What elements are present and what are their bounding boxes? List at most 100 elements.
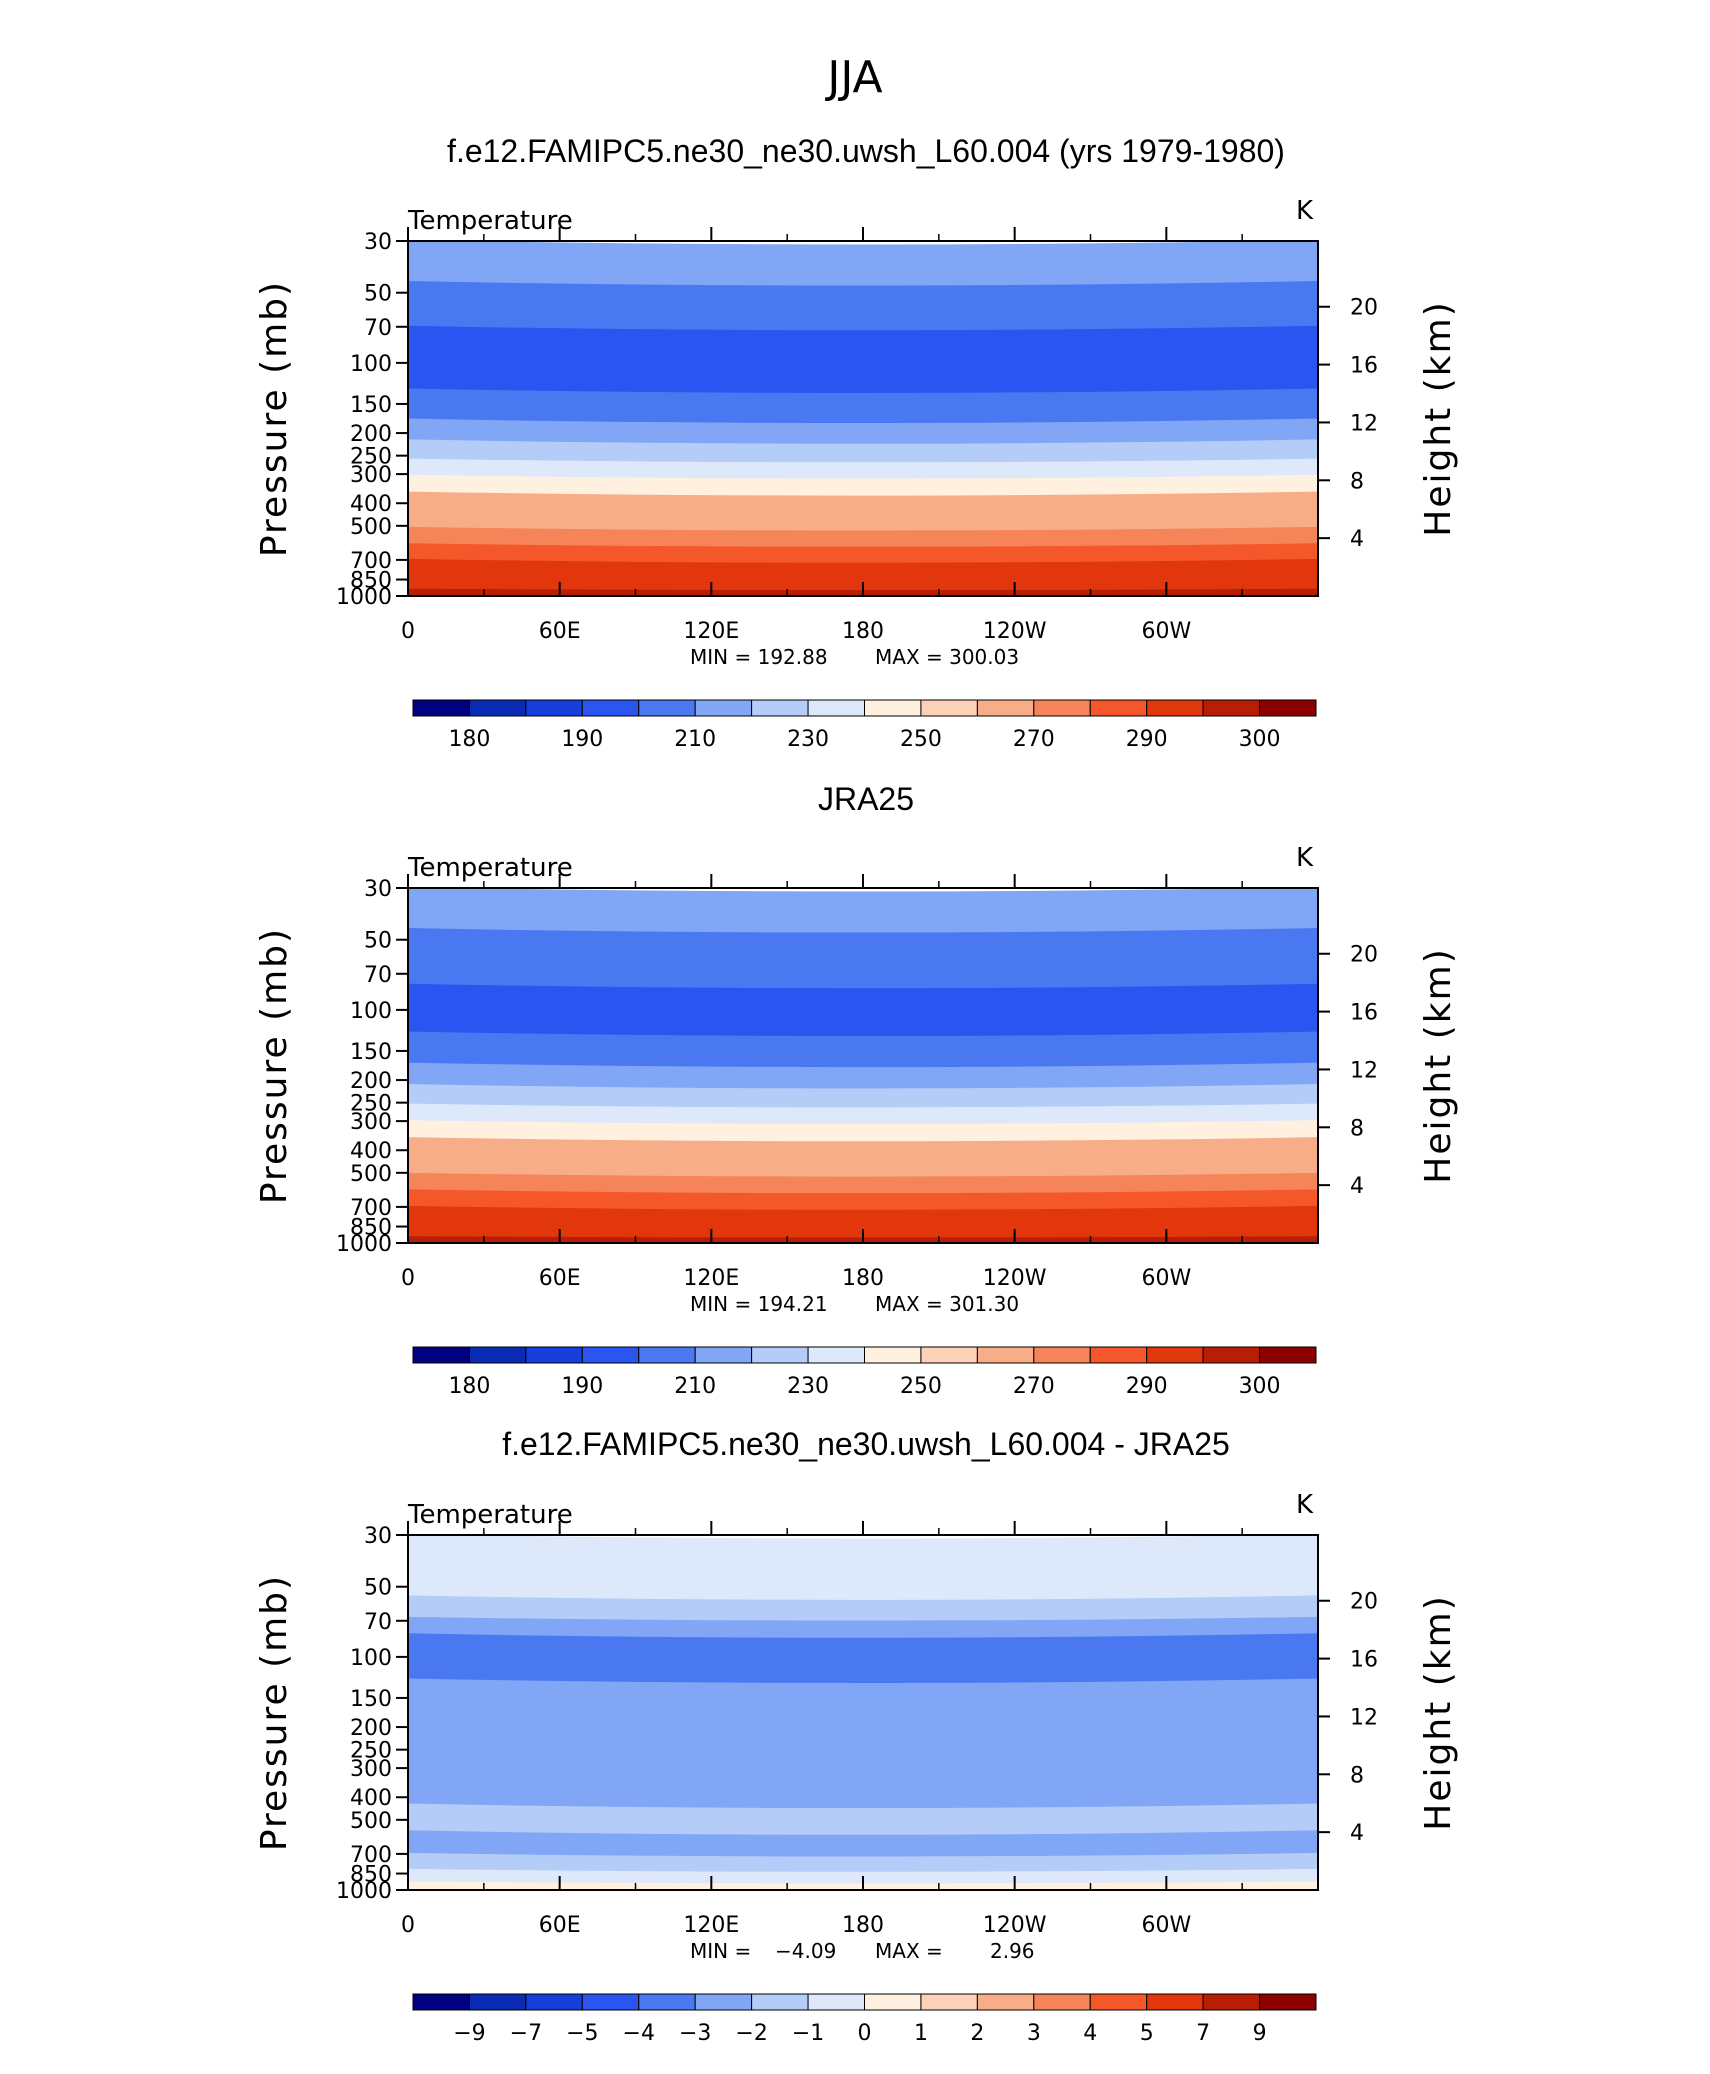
y2-tick-label: 16	[1350, 1001, 1378, 1026]
colorbar-label: −1	[792, 2021, 824, 2046]
y2-tick-label: 20	[1350, 296, 1378, 321]
colorbar-swatch	[1259, 1993, 1317, 2011]
colorbar-swatch	[1259, 1346, 1317, 1364]
contour-field	[408, 241, 1318, 596]
x-tick-label: 120E	[683, 1913, 739, 1938]
colorbar-swatch	[1033, 699, 1091, 717]
y-tick-label: 500	[350, 1809, 392, 1834]
colorbar-swatch	[1146, 1346, 1204, 1364]
y-tick-label: 400	[350, 1786, 392, 1811]
y2-axis-title: Height (km)	[1418, 300, 1459, 536]
colorbar-swatch	[751, 1346, 809, 1364]
colorbar-label: 180	[448, 1374, 490, 1399]
y-tick-label: 1000	[336, 1232, 392, 1257]
x-tick-label: 60E	[539, 1266, 581, 1291]
panel-2: JRA25 Temperature K 0 60E 120E 180 120W 60W 30 50 7…	[254, 781, 1459, 1399]
colorbar-swatch	[807, 699, 865, 717]
x-tick-label: 120E	[683, 619, 739, 644]
colorbar-label: −2	[735, 2021, 767, 2046]
contour-band	[408, 1776, 1318, 1811]
y2-tick-label: 20	[1350, 943, 1378, 968]
colorbar-label: 300	[1239, 727, 1281, 752]
contour-band	[408, 1726, 1318, 1760]
colorbar: −9 −7 −5 −4 −3 −2 −1 0 1 2 3 4 5 7 9	[412, 1993, 1317, 2046]
y-tick-label: 850	[350, 569, 392, 594]
colorbar-swatch	[468, 699, 527, 717]
y2-tick-label: 12	[1350, 1058, 1378, 1083]
colorbar-swatch	[1202, 1993, 1261, 2011]
colorbar-swatch	[1202, 1346, 1261, 1364]
contour-band	[408, 1189, 1318, 1212]
colorbar-label: 180	[448, 727, 490, 752]
contour-band	[408, 1031, 1318, 1070]
max-label: MAX = 300.03	[875, 645, 1019, 669]
colorbar-swatch	[1259, 699, 1317, 717]
contour-band	[408, 558, 1318, 583]
contour-band	[408, 888, 1318, 935]
colorbar-swatch	[807, 1346, 865, 1364]
contour-band	[408, 1830, 1318, 1860]
colorbar-label: 270	[1013, 727, 1055, 752]
units-label: K	[1296, 843, 1314, 873]
x-tick-label: 0	[401, 1913, 415, 1938]
contour-band	[408, 1752, 1318, 1784]
colorbar-swatch	[976, 699, 1035, 717]
figure-title: JJA	[824, 52, 882, 103]
colorbar-label: 3	[1027, 2021, 1041, 2046]
colorbar-swatch	[581, 1993, 640, 2011]
colorbar-label: −4	[623, 2021, 655, 2046]
min-label: MIN = 192.88	[690, 645, 828, 669]
contour-band	[408, 1084, 1318, 1111]
colorbar-swatch	[638, 699, 696, 717]
contour-field	[408, 1535, 1318, 1890]
colorbar-label: 210	[674, 727, 716, 752]
y-tick-label: 400	[350, 492, 392, 517]
colorbar-label: 7	[1196, 2021, 1210, 2046]
contour-band	[408, 1062, 1318, 1091]
y2-axis-title: Height (km)	[1418, 947, 1459, 1183]
colorbar: 180 190 210 230 250 270 290 300	[412, 1346, 1317, 1399]
colorbar-label: 230	[787, 1374, 829, 1399]
panels: f.e12.FAMIPC5.ne30_ne30.uwsh_L60.004 (yr…	[254, 133, 1459, 2046]
y2-axis-title: Height (km)	[1418, 1594, 1459, 1830]
colorbar-swatch	[581, 1346, 640, 1364]
colorbar-swatch	[1033, 1346, 1091, 1364]
y-tick-label: 700	[350, 1843, 392, 1868]
y-tick-label: 300	[350, 1110, 392, 1135]
y-tick-label: 1000	[336, 1879, 392, 1904]
colorbar-label: 230	[787, 727, 829, 752]
colorbar-label: 5	[1140, 2021, 1154, 2046]
colorbar-swatch	[1089, 699, 1148, 717]
y-tick-label: 150	[350, 1040, 392, 1065]
contour-band	[408, 1678, 1318, 1733]
min-label: MIN = 194.21	[690, 1292, 828, 1316]
x-tick-label: 0	[401, 1266, 415, 1291]
x-tick-label: 60E	[539, 1913, 581, 1938]
contour-band	[408, 491, 1318, 516]
x-tick-label: 120W	[983, 619, 1047, 644]
colorbar-swatch	[694, 1993, 753, 2011]
y-tick-label: 70	[364, 963, 392, 988]
y2-tick-label: 4	[1350, 1174, 1364, 1199]
colorbar-label: 290	[1126, 727, 1168, 752]
colorbar-swatch	[412, 1993, 470, 2011]
y-tick-label: 200	[350, 1069, 392, 1094]
y-tick-label: 30	[364, 877, 392, 902]
contour-band	[408, 241, 1318, 288]
contour-band	[408, 474, 1318, 498]
x-tick-label: 0	[401, 619, 415, 644]
y-axis-title: Pressure (mb)	[254, 280, 295, 557]
y-tick-label: 150	[350, 1687, 392, 1712]
contour-band	[408, 1803, 1318, 1837]
x-tick-label: 60W	[1141, 1266, 1191, 1291]
colorbar-swatch	[638, 1993, 696, 2011]
contour-band	[408, 1137, 1318, 1162]
y-tick-label: 150	[350, 393, 392, 418]
colorbar-swatch	[1146, 699, 1204, 717]
y-tick-label: 250	[350, 1092, 392, 1117]
y2-tick-label: 16	[1350, 1648, 1378, 1673]
panel-3: f.e12.FAMIPC5.ne30_ne30.uwsh_L60.004 - J…	[254, 1426, 1459, 2046]
colorbar-swatch	[864, 699, 922, 717]
panel-1: f.e12.FAMIPC5.ne30_ne30.uwsh_L60.004 (yr…	[254, 133, 1459, 752]
